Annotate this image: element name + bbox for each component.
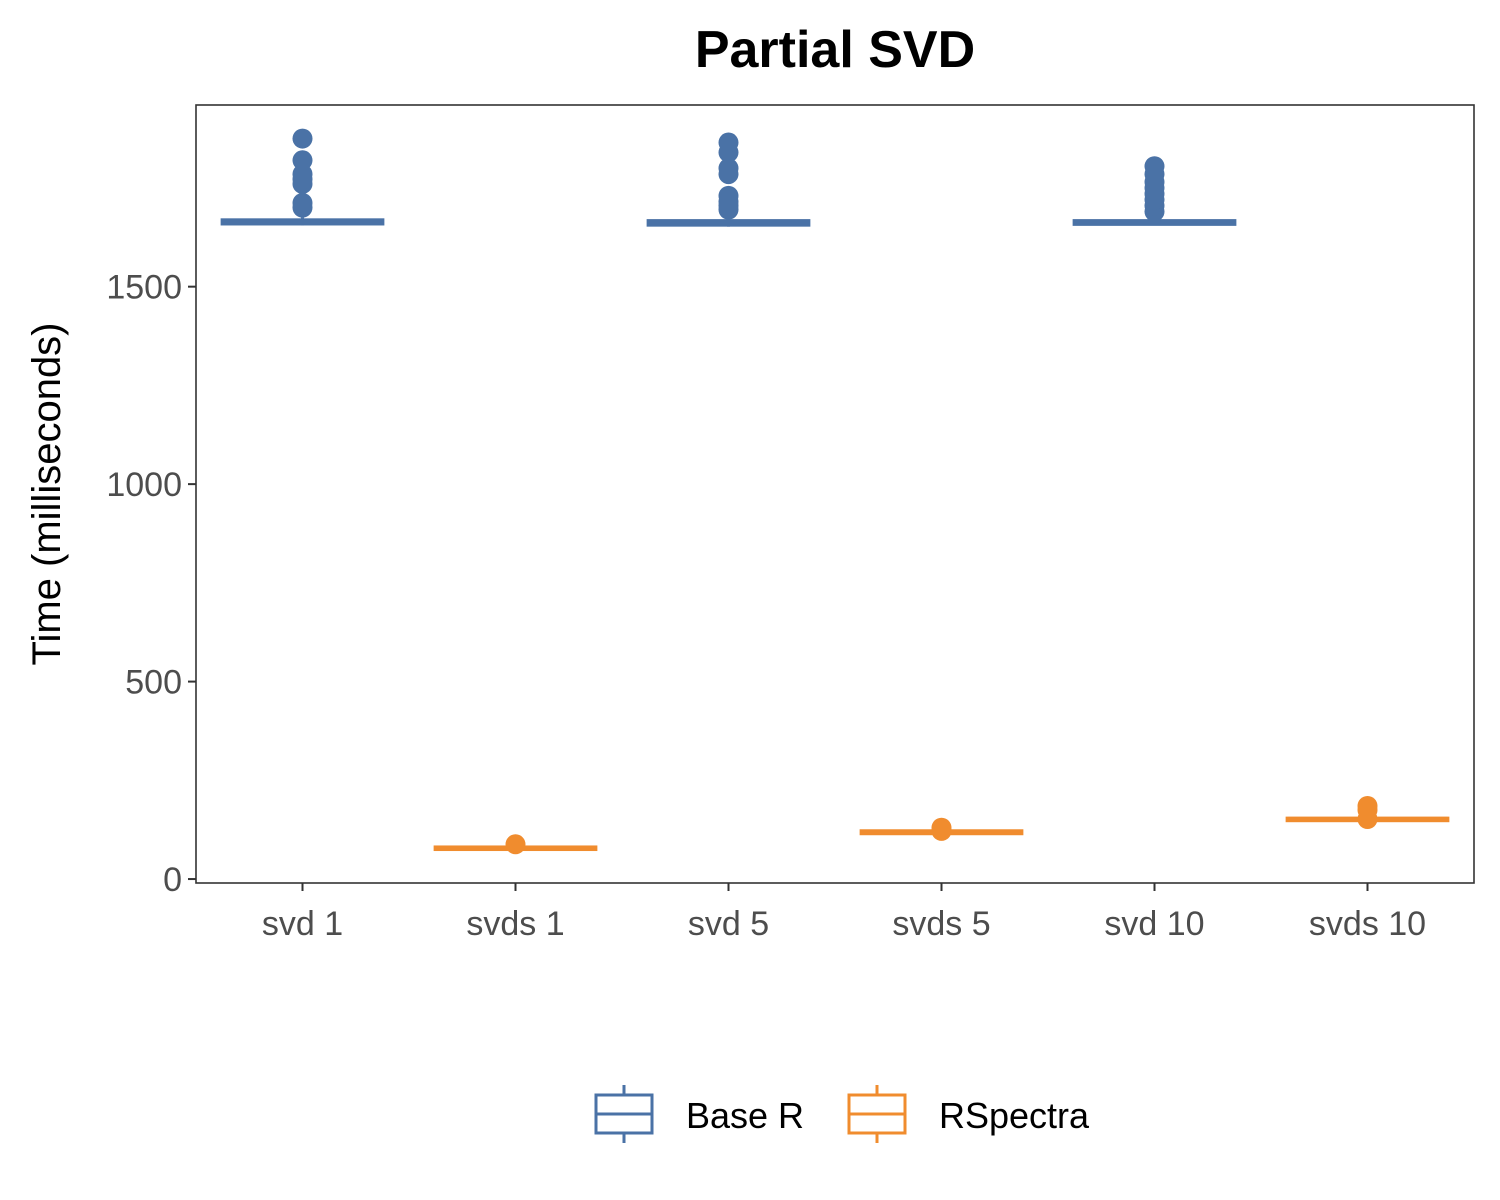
y-tick-label: 1000 — [106, 466, 182, 504]
outlier-point — [718, 185, 739, 206]
x-tick-label: svds 10 — [1309, 905, 1426, 943]
outlier-point — [718, 158, 739, 179]
outlier-point — [1144, 156, 1165, 177]
y-tick-label: 1500 — [106, 269, 182, 307]
outlier-point — [292, 192, 313, 213]
x-axis: svd 1 svds 1 svd 5 svds 5 svd 10 svds 10 — [262, 883, 1426, 943]
chart-title: Partial SVD — [695, 21, 975, 79]
box-svd-5 — [646, 132, 811, 227]
y-axis-title: Time (milliseconds) — [25, 322, 69, 665]
legend-label: RSpectra — [939, 1095, 1090, 1136]
legend-item: Base R — [594, 1085, 804, 1143]
x-tick-label: svd 10 — [1104, 905, 1204, 943]
y-axis: 0 500 1000 1500 — [106, 269, 196, 899]
outlier-point — [1357, 795, 1378, 816]
box-svd-10 — [1072, 156, 1237, 226]
legend-label: Base R — [686, 1095, 804, 1136]
plot-panel — [195, 104, 1475, 884]
outlier-point — [505, 834, 526, 855]
box-svd-1 — [220, 128, 385, 226]
outlier-point — [292, 128, 313, 149]
x-tick-label: svd 1 — [262, 905, 343, 943]
x-tick-label: svds 5 — [892, 905, 990, 943]
legend: Base R RSpectra — [594, 1085, 1090, 1143]
outlier-point — [718, 132, 739, 153]
box-svds-1 — [433, 834, 598, 855]
outlier-point — [292, 150, 313, 171]
outlier-point — [931, 817, 952, 838]
outlier-point — [292, 164, 313, 185]
box-svds-10 — [1285, 795, 1450, 830]
x-tick-label: svd 5 — [688, 905, 769, 943]
box-layer — [220, 128, 1450, 855]
y-tick-label: 0 — [163, 861, 182, 899]
legend-item: RSpectra — [847, 1085, 1090, 1143]
box-svds-5 — [859, 817, 1024, 841]
y-tick-label: 500 — [125, 664, 182, 702]
x-tick-label: svds 1 — [466, 905, 564, 943]
